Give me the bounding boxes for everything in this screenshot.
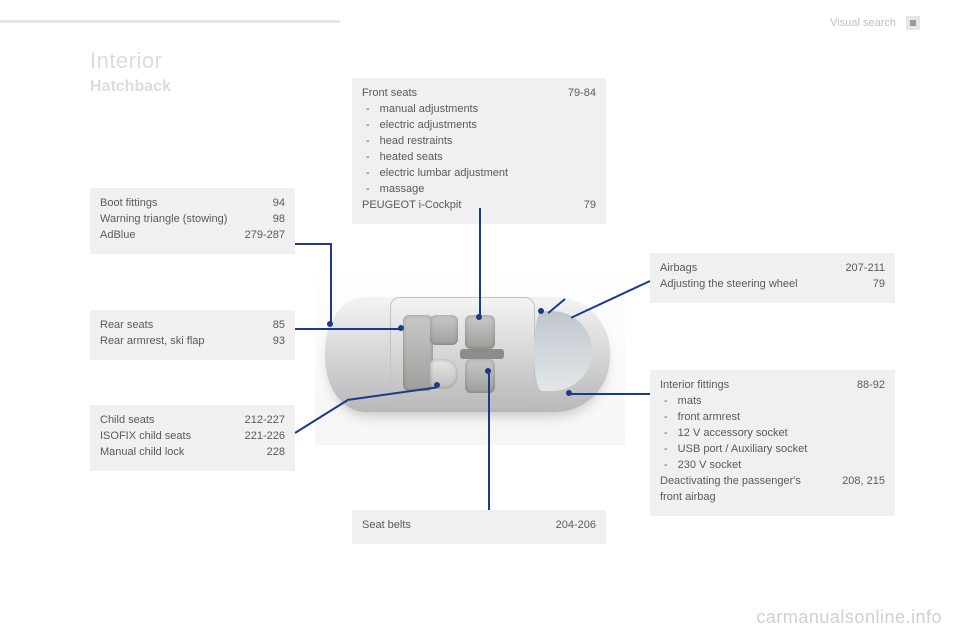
- info-label: Rear armrest, ski flap: [100, 334, 213, 350]
- info-row: Child seats 212-227: [100, 413, 285, 429]
- page-subtitle: Hatchback: [90, 78, 171, 96]
- bullet-item: front armrest: [664, 410, 885, 426]
- info-page: 79: [873, 277, 885, 293]
- rear-bench: [403, 315, 433, 391]
- info-page: 98: [273, 212, 285, 228]
- callout-dot-icon: [566, 390, 572, 396]
- info-row: Adjusting the steering wheel 79: [660, 277, 885, 293]
- bullet-item: 12 V accessory socket: [664, 426, 885, 442]
- info-row: Interior fittings 88-92: [660, 378, 885, 394]
- bullet-item: 230 V socket: [664, 458, 885, 474]
- info-row: ISOFIX child seats 221-226: [100, 429, 285, 445]
- box-child-seats: Child seats 212-227 ISOFIX child seats 221-…: [90, 405, 295, 471]
- info-label: Boot fittings: [100, 196, 165, 212]
- callout-line: [570, 393, 650, 395]
- info-row: Airbags 207-211: [660, 261, 885, 277]
- info-row: Rear armrest, ski flap 93: [100, 334, 285, 350]
- front-seat-left: [465, 315, 495, 349]
- bullet-item: manual adjustments: [366, 102, 596, 118]
- bullet-item: head restraints: [366, 134, 596, 150]
- box-airbags: Airbags207-211Adjusting the steering whe…: [650, 253, 895, 303]
- info-page: 221-226: [245, 429, 285, 445]
- header-right: Visual search: [830, 16, 920, 30]
- info-page: 94: [273, 196, 285, 212]
- center-console: [460, 349, 504, 359]
- callout-dot-icon: [398, 325, 404, 331]
- callout-line: [295, 328, 400, 330]
- info-page: 207-211: [845, 261, 885, 277]
- box-rear-seats: Rear seats 85 Rear armrest, ski flap 93: [90, 310, 295, 360]
- info-label: Rear seats: [100, 318, 161, 334]
- car-windshield: [534, 311, 592, 391]
- callout-dot-icon: [476, 314, 482, 320]
- info-label: Interior fittings: [660, 378, 737, 394]
- info-page: 88-92: [857, 378, 885, 394]
- bullet-item: mats: [664, 394, 885, 410]
- info-page: 279-287: [245, 228, 285, 244]
- info-label: Manual child lock: [100, 445, 192, 461]
- front-seats-bullets: manual adjustmentselectric adjustmentshe…: [362, 102, 596, 198]
- info-page: 93: [273, 334, 285, 350]
- page-title: Interior: [90, 48, 162, 74]
- bullet-item: USB port / Auxiliary socket: [664, 442, 885, 458]
- info-row: Manual child lock 228: [100, 445, 285, 461]
- interior-fittings-bullets: matsfront armrest12 V accessory socketUS…: [660, 394, 885, 474]
- callout-line: [295, 243, 330, 245]
- front-seat-right: [465, 359, 495, 393]
- info-label: AdBlue: [100, 228, 143, 244]
- info-page: 204-206: [556, 518, 596, 534]
- info-row: Front seats 79-84: [362, 86, 596, 102]
- car-illustration: [315, 275, 625, 445]
- info-page: 79: [584, 198, 596, 214]
- info-label: Seat belts: [362, 518, 419, 534]
- bullet-item: heated seats: [366, 150, 596, 166]
- info-label: Child seats: [100, 413, 162, 429]
- info-row: Seat belts 204-206: [362, 518, 596, 534]
- section-label: Visual search: [830, 17, 896, 29]
- box-boot: Boot fittings94Warning triangle (stowing…: [90, 188, 295, 254]
- footer-brand: carmanualsonline.info: [756, 607, 942, 628]
- header-grey-bar: [0, 20, 340, 23]
- callout-line: [479, 208, 481, 316]
- info-page: 208, 215: [842, 474, 885, 506]
- info-page: 85: [273, 318, 285, 334]
- bullet-item: electric adjustments: [366, 118, 596, 134]
- info-label: Airbags: [660, 261, 705, 277]
- info-row: Warning triangle (stowing) 98: [100, 212, 285, 228]
- box-interior-fittings: Interior fittings 88-92 matsfront armrest…: [650, 370, 895, 516]
- info-row: Deactivating the passenger's front airba…: [660, 474, 885, 506]
- callout-dot-icon: [434, 382, 440, 388]
- callout-dot-icon: [327, 321, 333, 327]
- info-page: 212-227: [245, 413, 285, 429]
- info-label: ISOFIX child seats: [100, 429, 199, 445]
- callout-dot-icon: [538, 308, 544, 314]
- info-row: Boot fittings 94: [100, 196, 285, 212]
- info-row: Rear seats 85: [100, 318, 285, 334]
- info-label: Adjusting the steering wheel: [660, 277, 806, 293]
- callout-line: [330, 243, 332, 323]
- bullet-item: massage: [366, 182, 596, 198]
- box-front-seats: Front seats79-84 manual adjustmentselect…: [352, 78, 606, 224]
- callout-line: [488, 372, 490, 510]
- bullet-item: electric lumbar adjustment: [366, 166, 596, 182]
- info-label: Warning triangle (stowing): [100, 212, 235, 228]
- info-page: 228: [267, 445, 285, 461]
- info-label: Front seats: [362, 86, 425, 102]
- rear-seat-left: [430, 315, 458, 345]
- info-label: Deactivating the passenger's front airba…: [660, 474, 810, 506]
- info-label: PEUGEOT i-Cockpit: [362, 198, 469, 214]
- info-page: 79-84: [568, 86, 596, 102]
- box-seat-belts: Seat belts 204-206: [352, 510, 606, 544]
- info-row: AdBlue 279-287: [100, 228, 285, 244]
- callout-dot-icon: [485, 368, 491, 374]
- section-icon: [906, 16, 920, 30]
